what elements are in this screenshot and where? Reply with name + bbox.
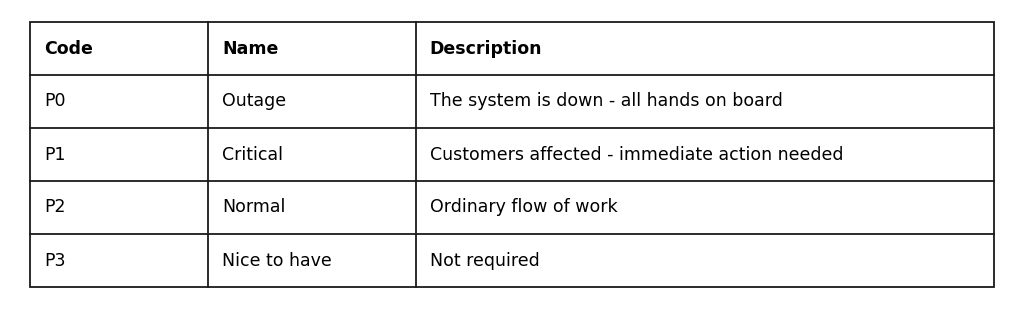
Text: Customers affected - immediate action needed: Customers affected - immediate action ne… <box>430 146 843 163</box>
Text: Nice to have: Nice to have <box>222 252 332 269</box>
Bar <box>30 22 994 287</box>
Text: Description: Description <box>430 40 542 57</box>
Text: P3: P3 <box>44 252 66 269</box>
Text: Name: Name <box>222 40 279 57</box>
Text: P0: P0 <box>44 92 66 111</box>
Text: The system is down - all hands on board: The system is down - all hands on board <box>430 92 782 111</box>
Text: Normal: Normal <box>222 198 286 217</box>
Text: Ordinary flow of work: Ordinary flow of work <box>430 198 617 217</box>
Text: Critical: Critical <box>222 146 284 163</box>
Text: P2: P2 <box>44 198 66 217</box>
Text: Outage: Outage <box>222 92 287 111</box>
Text: P1: P1 <box>44 146 66 163</box>
Text: Not required: Not required <box>430 252 540 269</box>
Text: Code: Code <box>44 40 93 57</box>
